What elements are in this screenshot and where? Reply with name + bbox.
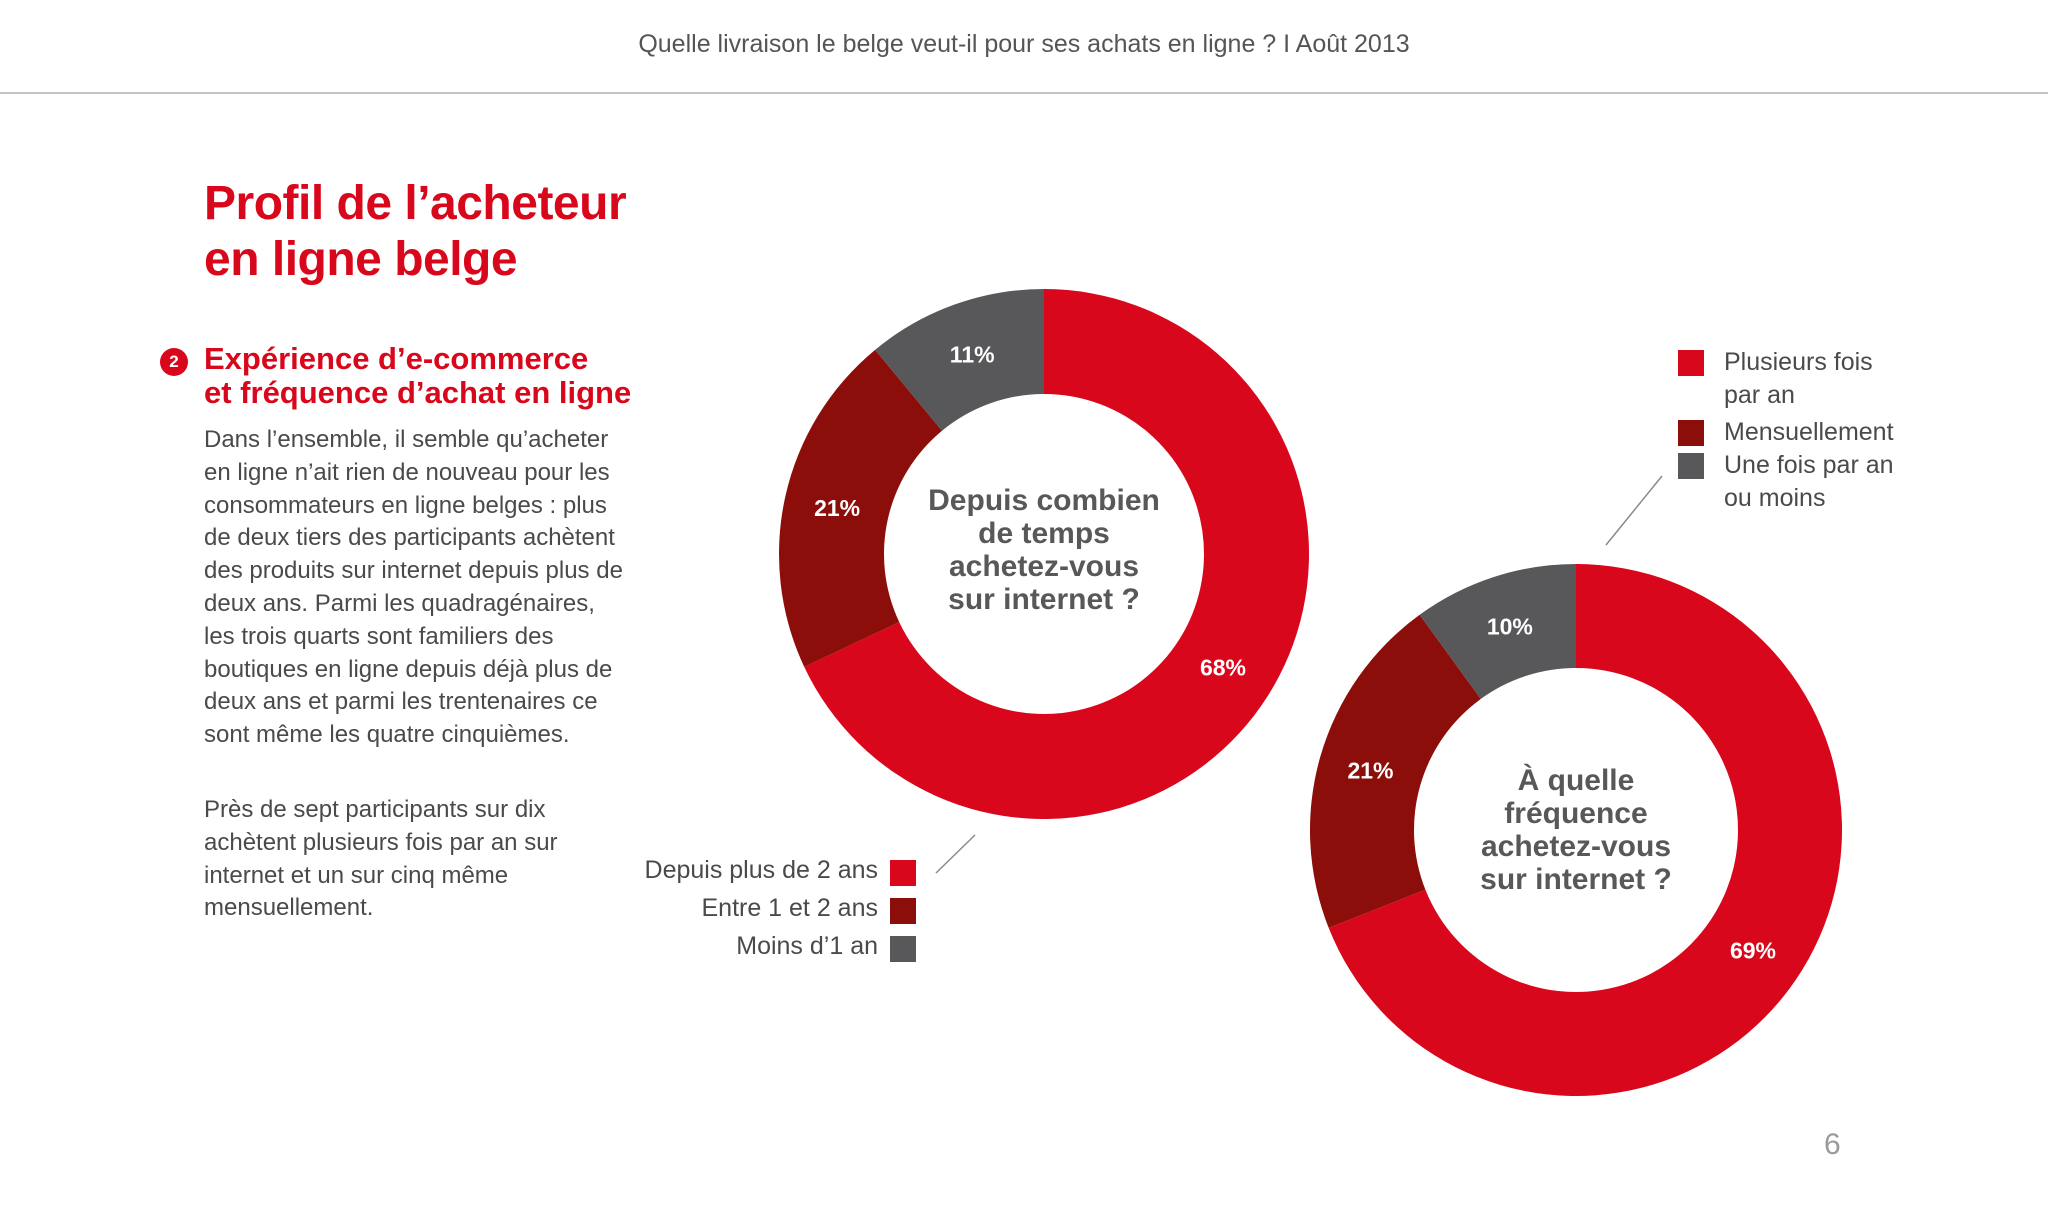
page-title-line-1: Profil de l’acheteur	[204, 177, 627, 230]
page-title-line-2: en ligne belge	[204, 233, 518, 286]
legend-label-line: Plusieurs fois	[1724, 348, 1873, 376]
donut-slice	[1328, 564, 1842, 1096]
section-heading: Expérience d’e-commerce et fréquence d’a…	[204, 342, 644, 410]
legend-experience: Depuis plus de 2 ans Entre 1 et 2 ans Mo…	[560, 856, 920, 970]
legend-swatch-gray	[890, 936, 916, 962]
legend-frequency: Plusieurs fois par an Mensuellement Une …	[1678, 346, 1998, 515]
legend-swatch-red	[1678, 350, 1704, 376]
section-number-badge: 2	[160, 348, 188, 376]
donut-chart-frequency: 69% 21% 10% À quellefréquenceachetez-voussu…	[1310, 564, 1842, 1096]
legend-swatch-gray	[1678, 453, 1704, 479]
header-title: Quelle livraison le belge veut-il pour s…	[638, 30, 1410, 58]
donut-center-title-line: achetez-vous	[1481, 830, 1671, 863]
slice-data-label: 69%	[1730, 937, 1776, 963]
donut-center-title-line: fréquence	[1504, 797, 1647, 830]
donut-center-title-line: achetez-vous	[949, 550, 1139, 583]
section-heading-line-1: Expérience d’e-commerce	[204, 341, 589, 376]
legend-label-line: Mensuellement	[1724, 418, 1894, 446]
legend-item: Depuis plus de 2 ans	[560, 856, 920, 894]
legend-connector-line-1	[935, 834, 976, 874]
page-number: 6	[1824, 1128, 1841, 1161]
legend-swatch-red	[890, 860, 916, 886]
donut-center-title-line: Depuis combien	[928, 484, 1160, 517]
slice-data-label: 21%	[814, 495, 860, 521]
page-title: Profil de l’acheteur en ligne belge	[204, 176, 764, 288]
slice-data-label: 10%	[1487, 613, 1533, 639]
body-paragraph-1: Dans l’ensemble, il semble qu’acheter en…	[204, 426, 623, 749]
legend-label-line: par an	[1724, 381, 1795, 409]
legend-connector-line-2	[1605, 475, 1663, 546]
legend-swatch-dark-red	[1678, 420, 1704, 446]
legend-label-line: ou moins	[1724, 484, 1826, 512]
header-divider	[0, 92, 2048, 94]
donut-center-title-line: sur internet ?	[948, 583, 1140, 616]
donut-slice	[1310, 614, 1481, 928]
slice-data-label: 68%	[1200, 655, 1246, 681]
legend-item: Mensuellement	[1678, 416, 1998, 449]
body-paragraph-2: Près de sept participants sur dix achète…	[204, 796, 558, 922]
donut-slice	[875, 289, 1044, 431]
donut-center-title-line: À quelle	[1518, 763, 1635, 797]
legend-item: Une fois par an ou moins	[1678, 449, 1998, 515]
donut-slice	[1419, 564, 1576, 699]
legend-item: Moins d’1 an	[560, 932, 920, 970]
slice-data-label: 21%	[1347, 757, 1393, 783]
donut-slice	[804, 289, 1309, 819]
legend-swatch-dark-red	[890, 898, 916, 924]
slice-data-label: 11%	[950, 342, 995, 368]
legend-label: Entre 1 et 2 ans	[701, 894, 878, 922]
legend-label-line: Une fois par an	[1724, 451, 1894, 479]
donut-center-title-line: de temps	[978, 517, 1110, 550]
donut-slice	[779, 349, 943, 667]
legend-label: Moins d’1 an	[736, 932, 878, 960]
section-heading-line-2: et fréquence d’achat en ligne	[204, 375, 632, 410]
legend-item: Plusieurs fois par an	[1678, 346, 1998, 412]
legend-item: Entre 1 et 2 ans	[560, 894, 920, 932]
donut-center-title-line: sur internet ?	[1480, 863, 1672, 896]
legend-label: Depuis plus de 2 ans	[644, 856, 878, 884]
